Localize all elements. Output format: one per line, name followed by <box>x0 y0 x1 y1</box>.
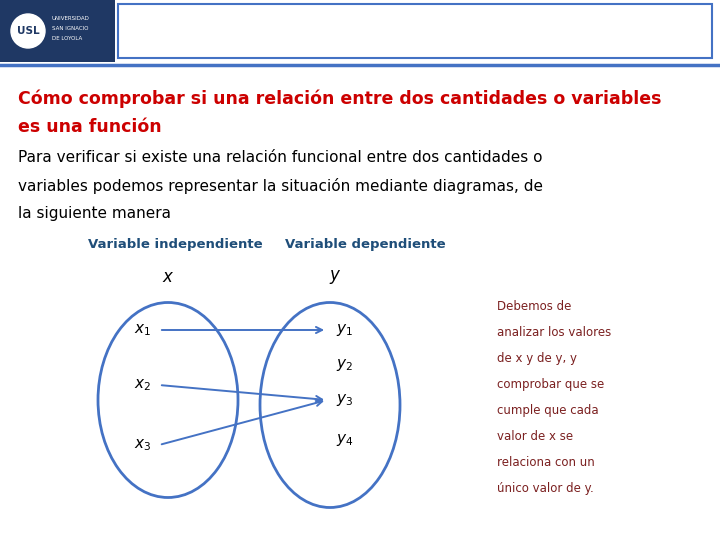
Text: DE LOYOLA: DE LOYOLA <box>52 36 82 40</box>
Text: Variable independiente: Variable independiente <box>88 238 263 251</box>
Circle shape <box>11 14 45 48</box>
Text: $x$: $x$ <box>162 268 174 286</box>
Text: UNIVERSIDAD: UNIVERSIDAD <box>52 16 90 21</box>
Text: $y_2$: $y_2$ <box>336 357 354 373</box>
Text: cumple que cada: cumple que cada <box>497 404 598 417</box>
Text: Cómo comprobar si una relación entre dos cantidades o variables: Cómo comprobar si una relación entre dos… <box>18 90 662 109</box>
Text: $x_2$: $x_2$ <box>135 377 151 393</box>
Text: $y_3$: $y_3$ <box>336 392 354 408</box>
Text: único valor de y.: único valor de y. <box>497 482 594 495</box>
Text: la siguiente manera: la siguiente manera <box>18 206 171 221</box>
Text: comprobar que se: comprobar que se <box>497 378 604 391</box>
Text: $y_1$: $y_1$ <box>336 322 354 338</box>
Text: valor de x se: valor de x se <box>497 430 573 443</box>
Text: Para verificar si existe una relación funcional entre dos cantidades o: Para verificar si existe una relación fu… <box>18 150 542 165</box>
FancyBboxPatch shape <box>118 4 712 58</box>
Text: relaciona con un: relaciona con un <box>497 456 595 469</box>
Text: Debemos de: Debemos de <box>497 300 572 313</box>
Text: Variable dependiente: Variable dependiente <box>285 238 446 251</box>
Text: $x_3$: $x_3$ <box>135 437 152 453</box>
Text: es una función: es una función <box>18 118 161 136</box>
Text: SAN IGNACIO: SAN IGNACIO <box>52 25 89 30</box>
Text: $y$: $y$ <box>329 268 341 286</box>
Text: de x y de y, y: de x y de y, y <box>497 352 577 365</box>
Text: analizar los valores: analizar los valores <box>497 326 611 339</box>
Text: USL: USL <box>17 26 40 36</box>
Text: $x_1$: $x_1$ <box>135 322 152 338</box>
Text: $y_4$: $y_4$ <box>336 432 354 448</box>
Bar <box>0 0 115 62</box>
Text: variables podemos representar la situación mediante diagramas, de: variables podemos representar la situaci… <box>18 178 543 194</box>
